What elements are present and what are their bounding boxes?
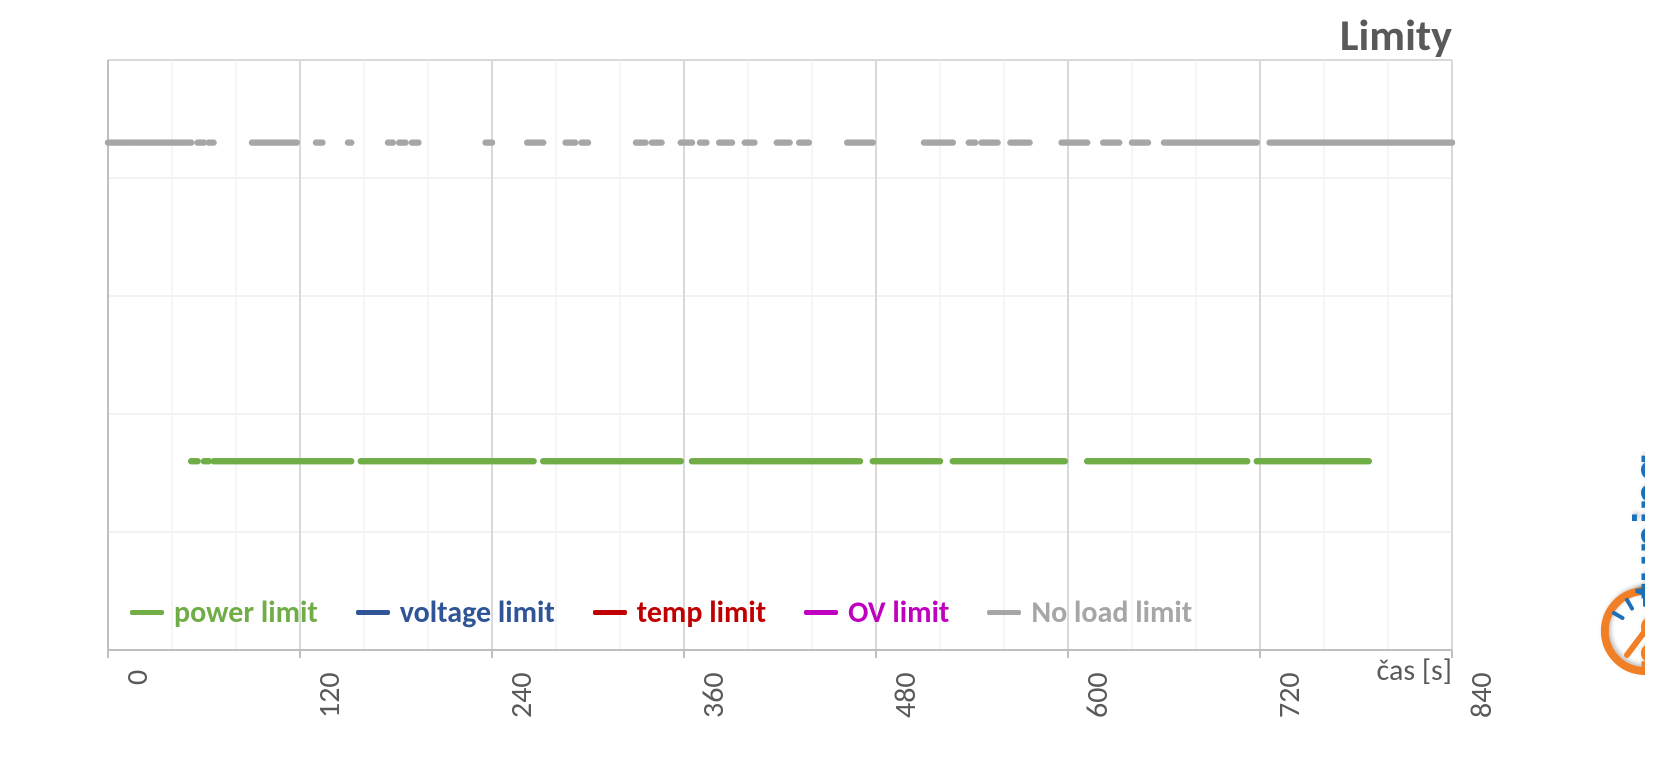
legend-item: temp limit bbox=[593, 594, 766, 631]
legend-label: temp limit bbox=[637, 594, 766, 631]
x-tick-label: 600 bbox=[1079, 672, 1116, 718]
legend-label: power limit bbox=[174, 594, 318, 631]
series-No-load-limit bbox=[105, 139, 1455, 145]
legend-label: No load limit bbox=[1031, 594, 1192, 631]
legend-label: voltage limit bbox=[400, 594, 555, 631]
x-tick-label: 240 bbox=[503, 672, 540, 718]
legend-swatch bbox=[593, 610, 627, 615]
x-tick-label: 0 bbox=[119, 669, 156, 684]
x-tick-label: 720 bbox=[1271, 672, 1308, 718]
legend-item: power limit bbox=[130, 594, 318, 631]
svg-text:tuning: tuning bbox=[1625, 452, 1645, 599]
x-tick-label: 120 bbox=[311, 672, 348, 718]
series-power-limit bbox=[188, 458, 1372, 464]
x-axis-title: čas [s] bbox=[1377, 652, 1452, 689]
svg-text:pc: pc bbox=[1625, 615, 1645, 671]
x-tick-label: 840 bbox=[1463, 672, 1500, 718]
legend-swatch bbox=[356, 610, 390, 615]
pctuning-logo: pc tuning bbox=[1573, 285, 1645, 685]
legend-item: voltage limit bbox=[356, 594, 555, 631]
legend-item: No load limit bbox=[987, 594, 1192, 631]
legend-swatch bbox=[804, 610, 838, 615]
legend-item: OV limit bbox=[804, 594, 949, 631]
legend-label: OV limit bbox=[848, 594, 949, 631]
legend-swatch bbox=[987, 610, 1021, 615]
x-tick-label: 360 bbox=[695, 672, 732, 718]
chart-title: Limity bbox=[1340, 8, 1452, 62]
legend-swatch bbox=[130, 610, 164, 615]
chart-container: Limity čas [s] power limit voltage limit t… bbox=[0, 0, 1657, 772]
x-tick-label: 480 bbox=[887, 672, 924, 718]
legend: power limit voltage limit temp limit OV lim… bbox=[130, 594, 1192, 631]
